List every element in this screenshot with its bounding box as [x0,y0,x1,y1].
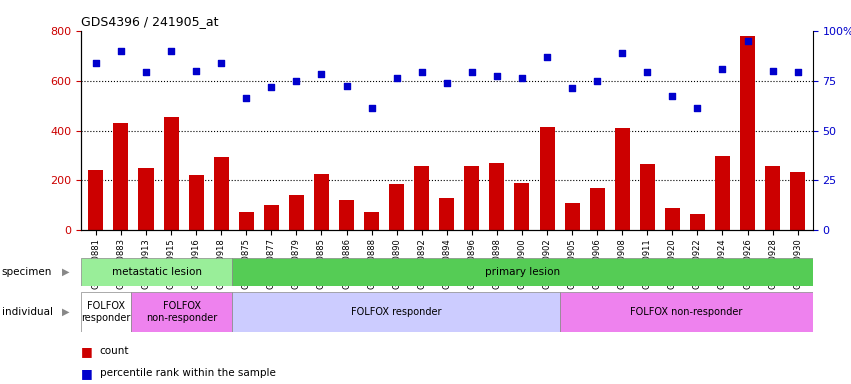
Bar [540,127,555,230]
Bar [81,258,232,286]
Point [164,48,178,54]
Point [415,69,429,75]
Text: individual: individual [2,307,53,317]
Point [665,93,679,99]
Bar [113,123,129,230]
Point [641,69,654,75]
Text: count: count [100,346,129,356]
Bar [131,292,232,332]
Bar [189,175,203,230]
Text: FOLFOX non-responder: FOLFOX non-responder [631,307,743,317]
Bar [214,157,229,230]
Point [791,69,804,75]
Text: FOLFOX responder: FOLFOX responder [351,307,442,317]
Bar [339,200,354,230]
Point [591,78,604,84]
Point [239,95,253,101]
Bar [89,170,104,230]
Point [315,71,328,78]
Bar [765,166,780,230]
Point [615,50,629,56]
Bar [790,172,805,230]
Text: GDS4396 / 241905_at: GDS4396 / 241905_at [81,15,219,28]
Text: FOLFOX
responder: FOLFOX responder [82,301,131,323]
Text: ■: ■ [81,367,97,380]
Bar [232,292,560,332]
Point [289,78,303,84]
Point [716,66,729,73]
Point [140,69,153,75]
Point [691,105,705,111]
Point [515,75,528,81]
Bar [715,156,730,230]
Bar [560,292,813,332]
Bar [564,203,580,230]
Text: primary lesion: primary lesion [485,267,560,277]
Bar [665,208,680,230]
Bar [614,128,630,230]
Text: percentile rank within the sample: percentile rank within the sample [100,368,276,378]
Bar [139,168,153,230]
Bar [515,183,529,230]
Bar [314,174,329,230]
Point [214,60,228,66]
Point [766,68,780,74]
Point [89,60,103,66]
Point [390,75,403,81]
Text: ▶: ▶ [62,307,70,317]
Point [340,83,353,89]
Text: FOLFOX
non-responder: FOLFOX non-responder [146,301,217,323]
Point [114,48,128,54]
Bar [590,188,605,230]
Bar [489,163,505,230]
Point [265,84,278,90]
Bar [81,292,131,332]
Point [540,54,554,60]
Point [740,38,754,44]
Bar [239,212,254,230]
Bar [690,214,705,230]
Point [565,85,579,91]
Bar [414,166,429,230]
Bar [163,117,179,230]
Bar [439,198,454,230]
Bar [232,258,813,286]
Bar [264,205,279,230]
Point [490,73,504,79]
Bar [740,36,755,230]
Text: ■: ■ [81,345,97,358]
Point [365,105,379,111]
Text: metastatic lesion: metastatic lesion [111,267,202,277]
Bar [288,195,304,230]
Point [465,69,478,75]
Text: specimen: specimen [2,267,52,277]
Bar [640,164,654,230]
Point [189,68,203,74]
Bar [465,166,479,230]
Text: ▶: ▶ [62,267,70,277]
Point [440,80,454,86]
Bar [389,184,404,230]
Bar [364,212,379,230]
